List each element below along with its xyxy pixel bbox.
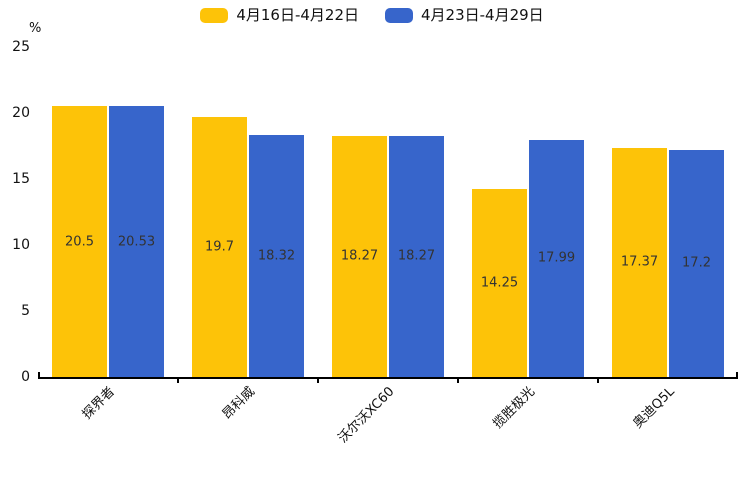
bar-value-label: 20.5 [65,234,94,250]
x-axis-tick [317,377,319,383]
bar-series1-cat4[interactable]: 14.25 [472,188,527,377]
bar-value-label: 18.27 [340,248,379,264]
bar-series2-cat2[interactable]: 18.32 [249,135,304,377]
x-axis-category-label: 沃尔沃XC60 [335,384,398,447]
x-axis-category-label: 揽胜极光 [490,384,538,432]
bar-value-label: 17.99 [537,250,576,266]
bar-series2-cat3[interactable]: 18.27 [389,135,444,377]
y-axis-tick-label: 5 [21,303,30,319]
bar-series2-cat4[interactable]: 17.99 [529,139,584,377]
bar-value-label: 17.37 [620,254,659,270]
x-axis-line [38,377,738,379]
bar-group: 14.25 17.99 揽胜极光 [458,47,598,432]
x-axis-category-label: 昂科威 [219,384,258,423]
bar-series2-cat1[interactable]: 20.53 [109,106,164,377]
bar-value-label: 20.53 [117,234,156,249]
bar-value-label: 14.25 [480,275,519,291]
x-axis-tick [597,377,599,383]
bar-series1-cat2[interactable]: 19.7 [192,116,247,377]
y-axis-tick-label: 10 [12,237,30,253]
y-axis: 0 5 10 15 20 25 [0,40,30,384]
y-axis-tick-label: 0 [21,369,30,385]
x-axis-category-label: 探界者 [79,384,118,423]
bar-value-label: 18.32 [257,248,296,264]
legend: 4月16日-4月22日 4月23日-4月29日 [0,8,744,23]
bar-value-label: 19.7 [205,239,234,255]
bar-value-label: 17.2 [682,255,711,271]
y-axis-tick-label: 20 [12,105,30,121]
bar-series1-cat1[interactable]: 20.5 [52,106,107,377]
bar-group: 18.27 18.27 沃尔沃XC60 [318,47,458,446]
bar-series2-cat5[interactable]: 17.2 [669,149,724,377]
x-axis-end-tick-left [38,372,40,379]
x-axis-tick [177,377,179,383]
bar-series1-cat3[interactable]: 18.27 [332,135,387,377]
y-axis-tick-label: 15 [12,171,30,187]
bar-value-label: 18.27 [397,248,436,264]
legend-swatch-icon [385,8,413,23]
bar-group: 19.7 18.32 昂科威 [178,47,318,422]
legend-swatch-icon [200,8,229,23]
x-axis-end-tick-right [736,372,738,379]
x-axis-tick [457,377,459,383]
bar-group: 17.37 17.2 奥迪Q5L [598,47,738,431]
bar-series1-cat5[interactable]: 17.37 [612,147,667,377]
legend-item-label: 4月16日-4月22日 [236,6,359,24]
y-axis-tick-label: 25 [12,39,30,55]
y-axis-unit-label: % [29,21,42,36]
legend-item-label: 4月23日-4月29日 [421,6,544,24]
x-axis-category-label: 奥迪Q5L [630,384,678,432]
bar-groups: 20.5 20.53 探界者 19.7 18.32 昂科威 18.27 18.27 沃尔沃XC6… [38,47,738,446]
legend-item[interactable]: 4月23日-4月29日 [385,8,544,23]
bar-group: 20.5 20.53 探界者 [38,47,178,422]
legend-item[interactable]: 4月16日-4月22日 [200,8,359,23]
plot-area: 20.5 20.53 探界者 19.7 18.32 昂科威 18.27 18.27 沃尔沃XC6… [38,47,738,446]
